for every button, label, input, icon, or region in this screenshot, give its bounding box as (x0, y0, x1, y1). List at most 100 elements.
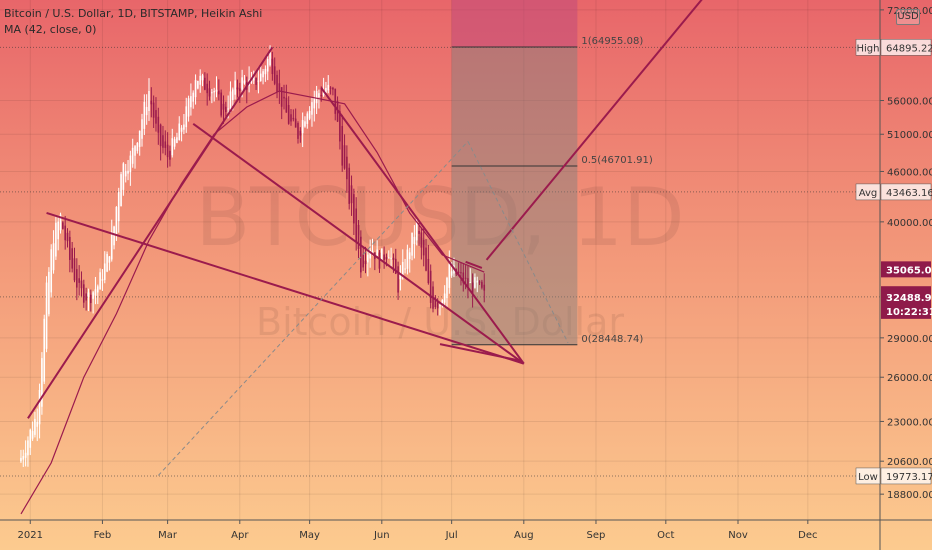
time-tick-label: Jul (445, 530, 458, 541)
candle-body (308, 110, 311, 119)
candle-body (34, 418, 36, 435)
candle-body (76, 269, 78, 288)
candle-body (138, 130, 141, 147)
candle-body (404, 268, 406, 270)
candle-body (169, 150, 171, 160)
candle-body (157, 116, 160, 133)
price-axis[interactable]: 72000.00 56000.00 51000.00 46000.00 40000.00… (855, 0, 932, 550)
candle-body (364, 260, 367, 265)
candle-body (383, 254, 385, 260)
dashed-diagonal (157, 141, 469, 476)
candle-body (378, 252, 381, 269)
candle-body (415, 221, 418, 241)
candle-body (320, 95, 323, 97)
candle-body (422, 239, 425, 256)
trendlines[interactable] (27, 0, 705, 476)
candle-body (418, 230, 420, 234)
candle-body (306, 113, 309, 124)
candle-body (462, 272, 465, 284)
fib-zone-main (451, 47, 578, 345)
candle-body (399, 273, 402, 280)
candle-body (390, 257, 392, 259)
candle-body (194, 80, 197, 98)
trendline (439, 343, 522, 362)
indicator-title[interactable]: MA (42, close, 0) (4, 23, 97, 36)
candle-body (446, 277, 448, 299)
candle-body (269, 52, 271, 66)
candle-body (152, 102, 155, 118)
candle-body (27, 440, 29, 456)
candle-body (264, 68, 267, 75)
candle-body (273, 66, 276, 84)
candle-body (408, 252, 411, 260)
candle-body (413, 236, 416, 244)
candle-body (215, 89, 218, 92)
candle-body (266, 59, 269, 72)
candle-body (478, 281, 481, 283)
candle-body (204, 77, 206, 90)
fib-level-label: 0.5(46701.91) (581, 155, 653, 166)
candle-body (376, 249, 378, 256)
candle-body (145, 106, 148, 116)
price-tag-key-box (855, 467, 881, 485)
candle-body (387, 257, 390, 259)
time-axis[interactable]: 2021 Feb Mar Apr May Jun Jul Aug Sep Oct Nov Dec (0, 519, 932, 541)
candle-body (429, 270, 432, 303)
trendline (320, 87, 525, 365)
candle-body (59, 214, 62, 231)
candle-body (136, 143, 139, 151)
candle-body (131, 147, 134, 164)
candle-body (66, 232, 69, 242)
price-tick-label: 72000.00 (887, 6, 932, 17)
candle-body (346, 156, 348, 180)
candle-body (20, 457, 22, 462)
candle-body (439, 305, 441, 307)
candle-body (38, 389, 41, 425)
candle-body (155, 110, 157, 124)
candle-body (201, 75, 204, 81)
candle-body (103, 263, 106, 280)
candle-body (327, 84, 330, 91)
candle-body (225, 106, 227, 113)
candle-body (227, 108, 229, 110)
candle-body (243, 80, 246, 84)
candle-body (185, 106, 188, 128)
currency-button[interactable]: USD (896, 9, 920, 25)
candle-body (22, 456, 25, 460)
candle-body (236, 87, 239, 90)
candle-body (199, 75, 202, 85)
time-tick-label: Apr (231, 530, 249, 541)
candle-body (397, 266, 399, 293)
candle-body (71, 248, 73, 269)
price-tag: Low 19773.17 (855, 467, 932, 485)
candle-body (436, 302, 439, 309)
candle-body (48, 271, 50, 315)
candle-body (208, 88, 211, 97)
price-marker: 10:22:31 (881, 302, 932, 319)
candle-body (178, 123, 181, 141)
price-marker-box (881, 302, 931, 319)
candle-body (476, 280, 479, 283)
candle-body (334, 88, 337, 114)
candle-body (394, 258, 397, 274)
candle-body (134, 146, 136, 156)
time-tick-label: Mar (158, 530, 178, 541)
candle-body (325, 87, 327, 93)
candle-body (287, 105, 290, 124)
candle-body (218, 90, 220, 95)
candle-body (285, 97, 288, 113)
legend: Bitcoin / U.S. Dollar, 1D, BITSTAMP, Hei… (4, 6, 262, 38)
candle-body (129, 155, 132, 173)
price-tag-value: 43463.16 (886, 188, 932, 199)
candle-body (474, 277, 476, 288)
candle-body (29, 429, 32, 448)
candle-body (343, 145, 346, 169)
candle-body (113, 226, 115, 246)
symbol-title[interactable]: Bitcoin / U.S. Dollar, 1D, BITSTAMP, Hei… (4, 7, 263, 20)
candle-body (262, 71, 264, 78)
candle-body (206, 83, 209, 94)
candle-body (276, 74, 278, 92)
candle-body (234, 80, 236, 95)
candle-body (441, 300, 444, 306)
